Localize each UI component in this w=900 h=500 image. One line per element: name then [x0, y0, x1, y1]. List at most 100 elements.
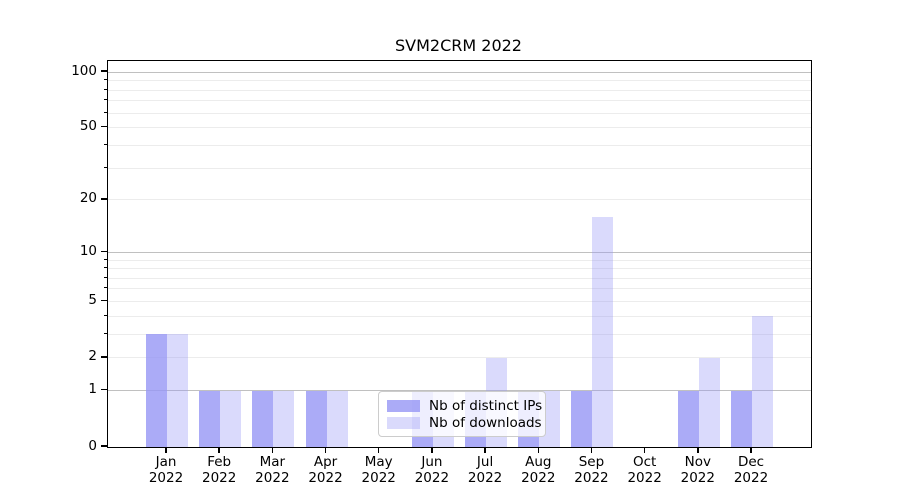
x-tick-label: Jul 2022 [457, 454, 513, 486]
x-tick-label: Apr 2022 [298, 454, 354, 486]
bar-distinct-ips [252, 390, 274, 447]
bar-distinct-ips [305, 390, 327, 447]
x-tick-mark [750, 448, 752, 453]
minor-gridline [108, 288, 811, 290]
x-tick-mark [377, 448, 380, 453]
x-tick-label-line: Dec [737, 454, 765, 470]
bar-downloads [220, 390, 242, 447]
x-tick-label: Feb 2022 [191, 454, 247, 486]
y-minor-tick-mark [103, 88, 107, 90]
x-tick-label-line: 2022 [255, 469, 290, 486]
x-tick-mark [697, 448, 699, 453]
minor-gridline [108, 144, 811, 146]
y-tick-label: 2 [88, 348, 97, 365]
x-tick-label-line: 2022 [361, 469, 396, 486]
y-tick-mark [101, 198, 107, 200]
x-tick-mark [218, 448, 220, 453]
bar-downloads [273, 390, 295, 447]
x-tick-label: Oct 2022 [617, 454, 673, 486]
x-tick-label: Jun 2022 [404, 454, 460, 486]
x-tick-mark [643, 448, 646, 453]
minor-gridline [108, 199, 811, 201]
major-gridline [108, 251, 811, 253]
minor-gridline [108, 301, 811, 302]
x-tick-label-line: Apr [313, 454, 338, 470]
y-tick-mark [101, 299, 107, 302]
x-tick-label-line: 2022 [414, 469, 450, 486]
y-tick-mark [101, 356, 107, 358]
legend-item-distinct-ips: Nb of distinct IPs [387, 398, 542, 414]
y-minor-tick-mark [103, 99, 107, 101]
minor-gridline [108, 333, 811, 335]
y-tick-label: 1 [88, 381, 97, 398]
bar-downloads [326, 390, 348, 447]
x-tick-mark [165, 448, 167, 453]
x-tick-label-line: 2022 [680, 469, 715, 486]
y-minor-tick-mark [103, 258, 107, 260]
y-tick-mark [101, 70, 107, 72]
x-tick-label: Sep 2022 [563, 454, 619, 486]
y-minor-tick-mark [103, 143, 107, 145]
x-tick-label-line: 2022 [574, 469, 609, 486]
y-minor-tick-mark [103, 332, 107, 334]
y-tick-mark [101, 445, 107, 447]
bar-downloads [752, 316, 773, 447]
x-tick-label-line: Jan [155, 454, 177, 470]
x-tick-label-line: Nov [684, 454, 711, 470]
chart-title: SVM2CRM 2022 [395, 36, 522, 55]
y-tick-label: 100 [71, 62, 97, 79]
x-tick-mark [324, 448, 327, 453]
y-tick-label: 10 [79, 242, 97, 259]
y-tick-mark [101, 388, 107, 391]
x-tick-mark [590, 448, 593, 453]
x-tick-label: May 2022 [351, 454, 407, 486]
legend: Nb of distinct IPs Nb of downloads [378, 391, 546, 437]
legend-label-distinct-ips: Nb of distinct IPs [429, 398, 543, 414]
bar-downloads [698, 357, 720, 447]
x-tick-label-line: Jul [476, 454, 494, 470]
bar-distinct-ips [571, 390, 593, 447]
y-tick-mark [101, 250, 107, 253]
minor-gridline [108, 315, 811, 317]
plot-area [107, 60, 812, 448]
bar-downloads [167, 334, 188, 447]
x-tick-mark [431, 448, 433, 453]
y-tick-label: 50 [79, 118, 97, 135]
y-tick-label: 0 [88, 437, 97, 454]
y-minor-tick-mark [103, 166, 107, 168]
x-tick-label-line: 2022 [201, 469, 237, 486]
x-tick-label-line: Feb [207, 454, 232, 470]
x-tick-label-line: 2022 [467, 469, 503, 486]
minor-gridline [108, 259, 811, 261]
legend-label-downloads: Nb of downloads [429, 415, 542, 431]
bar-distinct-ips [146, 334, 167, 447]
x-tick-label-line: Sep [578, 454, 605, 470]
minor-gridline [108, 127, 811, 129]
x-tick-label: Dec 2022 [723, 454, 779, 486]
x-tick-mark [484, 448, 486, 453]
minor-gridline [108, 89, 811, 91]
minor-gridline [108, 357, 811, 359]
x-tick-label: Nov 2022 [670, 454, 726, 486]
x-tick-label: Aug 2022 [510, 454, 566, 486]
x-tick-mark [537, 448, 540, 453]
minor-gridline [108, 112, 811, 114]
x-tick-label-line: Jun [421, 454, 443, 470]
x-tick-label-line: 2022 [308, 469, 343, 486]
x-tick-label-line: Aug [525, 454, 552, 470]
x-tick-label-line: Oct [632, 454, 657, 470]
major-gridline [108, 71, 811, 73]
minor-gridline [108, 167, 811, 169]
y-minor-tick-mark [103, 287, 107, 289]
y-tick-label: 20 [79, 190, 97, 207]
x-tick-label: Mar 2022 [244, 454, 300, 486]
x-tick-label: Jan 2022 [138, 454, 194, 486]
y-minor-tick-mark [103, 276, 107, 278]
bar-distinct-ips [731, 390, 752, 447]
bar-distinct-ips [199, 390, 221, 447]
legend-swatch-downloads-icon [387, 417, 420, 429]
minor-gridline [108, 80, 811, 82]
bar-downloads [592, 216, 614, 447]
y-minor-tick-mark [103, 111, 107, 113]
